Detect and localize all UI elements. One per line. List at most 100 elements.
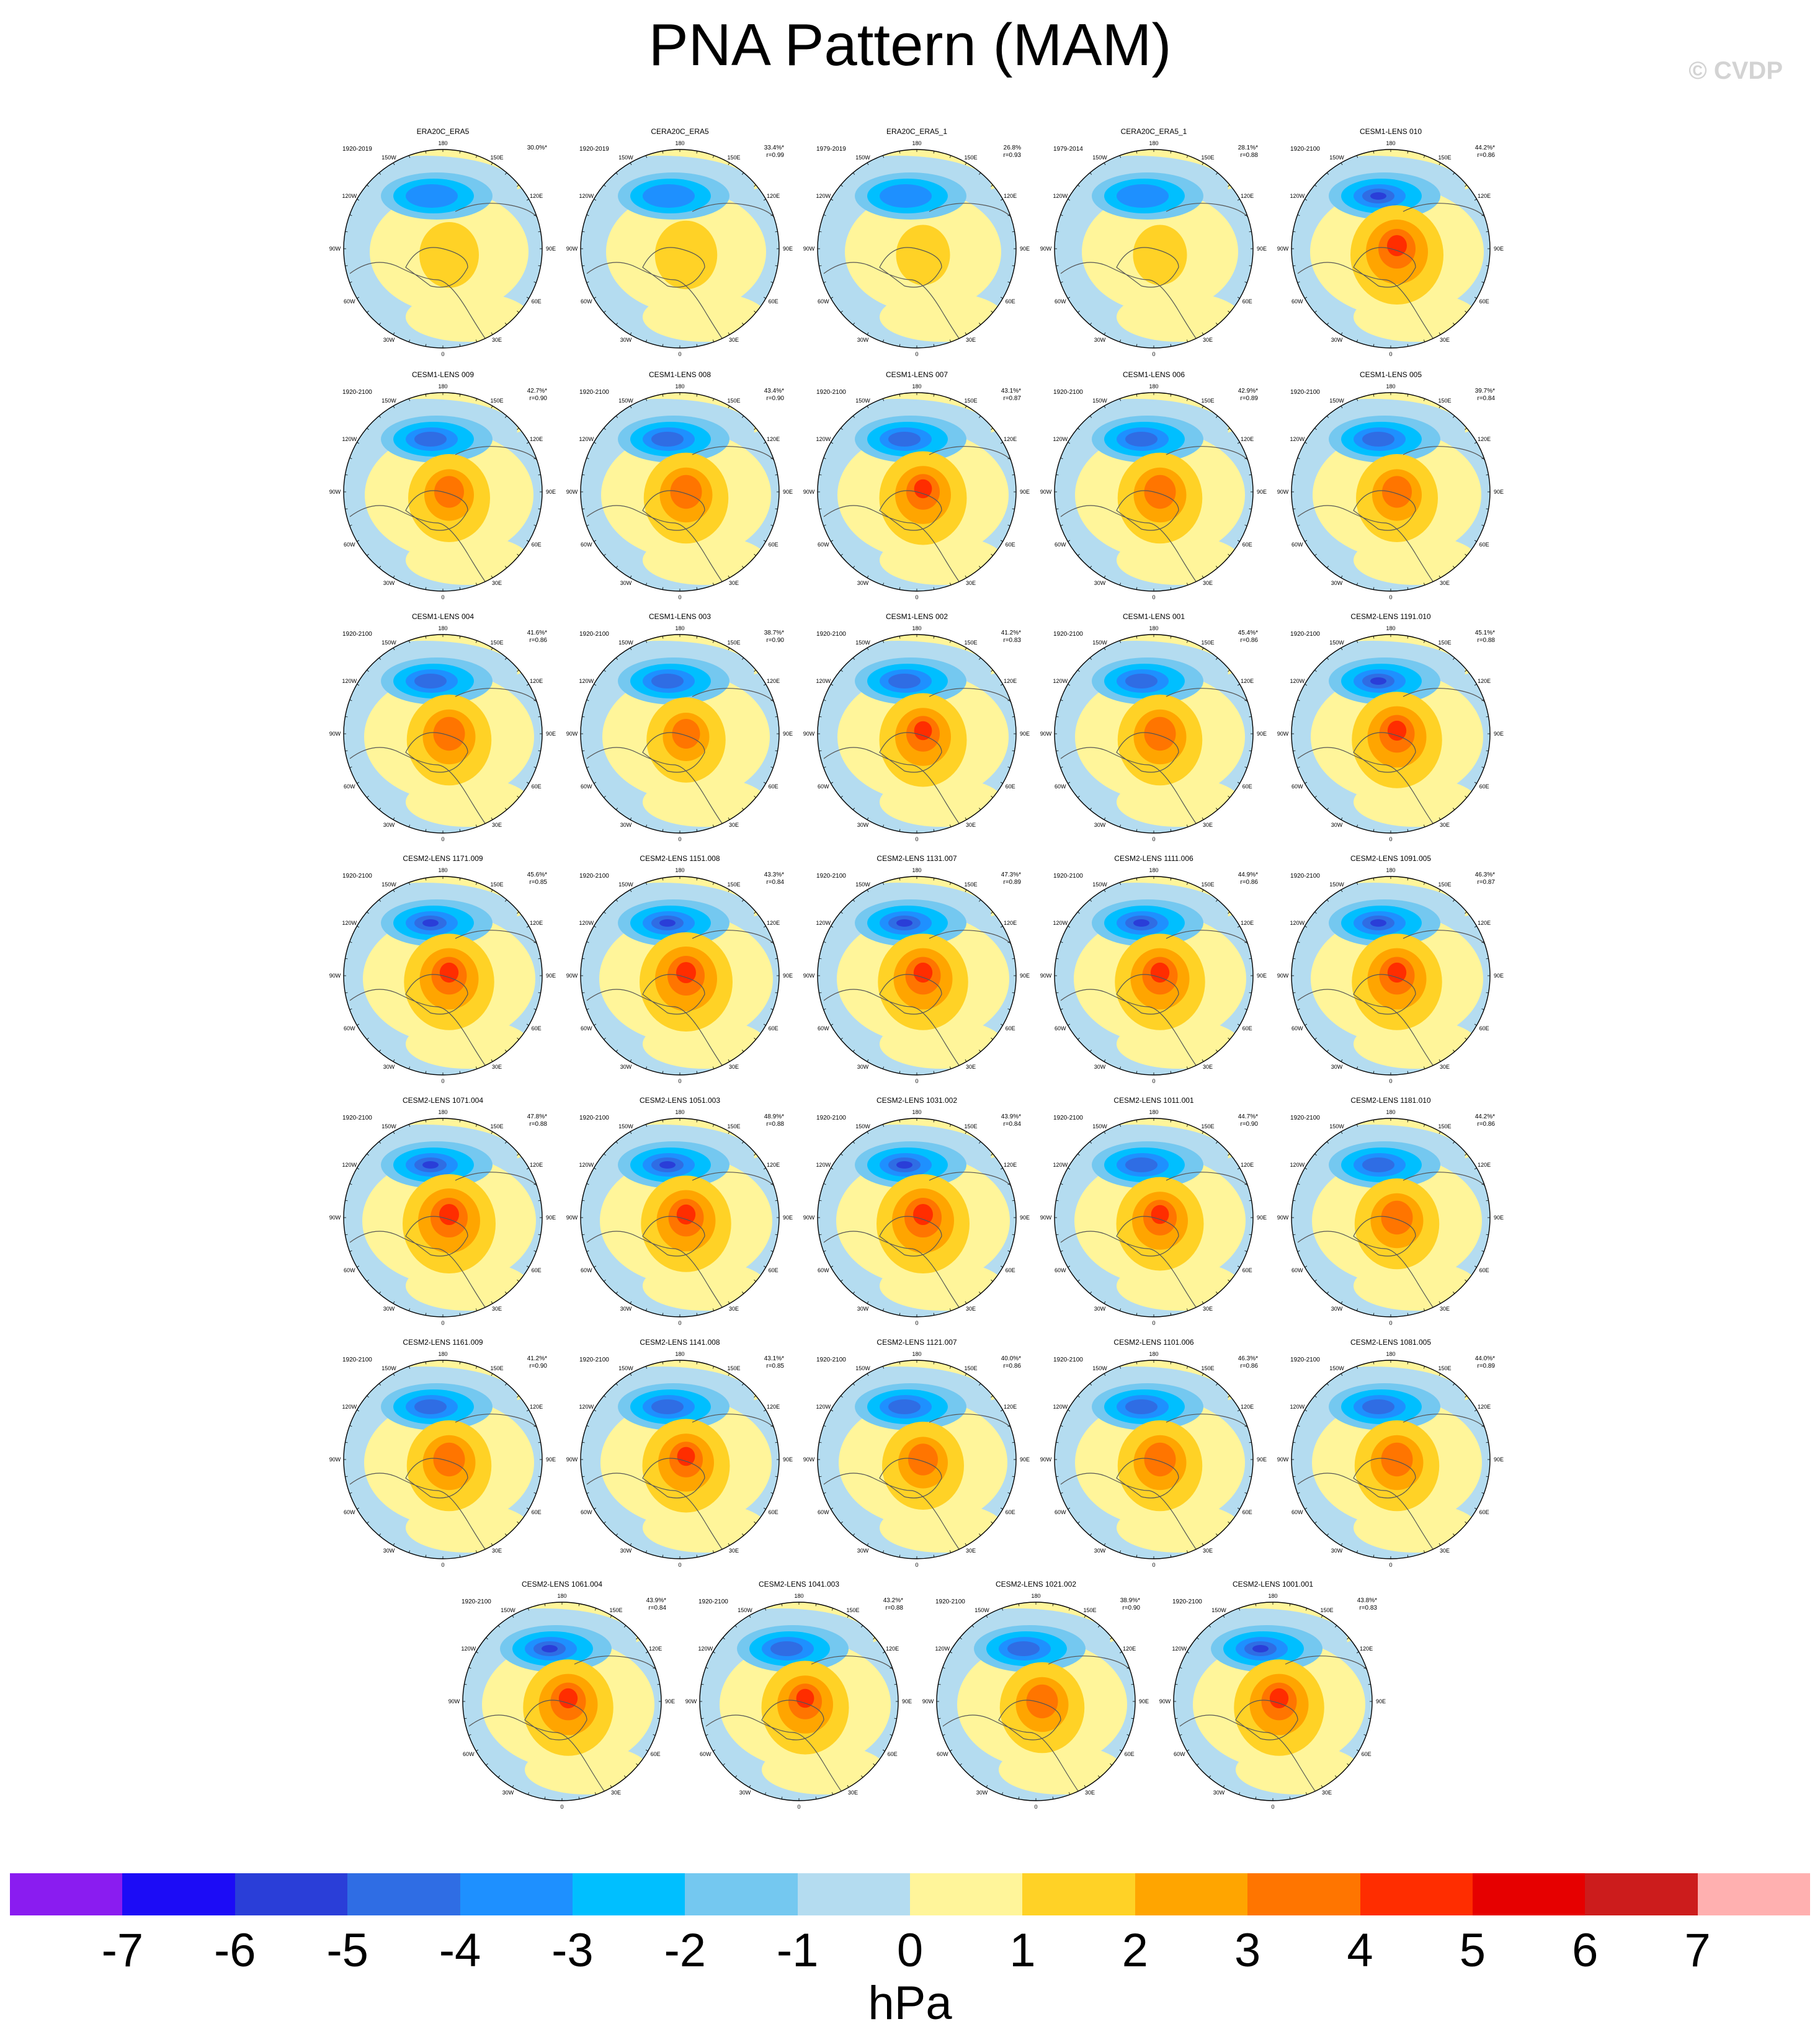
longitude-label: 180: [675, 140, 685, 146]
panel-years: 1979-2019: [816, 146, 846, 153]
longitude-label: 60E: [531, 783, 542, 790]
longitude-label: 90E: [782, 246, 793, 252]
longitude-label: 90W: [685, 1698, 697, 1705]
longitude-label: 60E: [768, 783, 778, 790]
longitude-label: 30W: [620, 1306, 632, 1313]
polar-map: [343, 876, 543, 1076]
longitude-label: 120E: [767, 920, 780, 926]
panel-title: CESM2-LENS 1081.005: [1350, 1338, 1432, 1347]
longitude-label: 120E: [1478, 920, 1491, 926]
longitude-label: 0: [1271, 1804, 1275, 1810]
panel-correlation: r=0.83: [1003, 637, 1021, 644]
panel-correlation: r=0.99: [766, 152, 784, 159]
panel-variance: 47.3%* r=0.89: [1001, 871, 1021, 886]
longitude-label: 150E: [727, 397, 741, 404]
longitude-label: 60W: [1291, 542, 1303, 548]
longitude-label: 0: [441, 1078, 445, 1084]
longitude-label: 180: [675, 1351, 685, 1357]
panel-correlation: r=0.89: [1477, 1363, 1495, 1370]
longitude-label: 150W: [1092, 1365, 1107, 1371]
colorbar-units: hPa: [868, 1977, 952, 2030]
panel-variance: 43.3%* r=0.84: [764, 871, 784, 886]
longitude-label: 120W: [1172, 1646, 1187, 1652]
polar-map: [817, 1118, 1017, 1317]
longitude-label: 30W: [1094, 337, 1106, 344]
longitude-label: 90W: [803, 246, 815, 252]
longitude-label: 30E: [728, 822, 739, 829]
longitude-label: 90E: [545, 489, 556, 495]
longitude-label: 90W: [566, 246, 578, 252]
longitude-label: 120W: [579, 1162, 594, 1168]
longitude-label: 150E: [1438, 1365, 1452, 1371]
panel-title: CESM2-LENS 1171.009: [403, 854, 483, 863]
longitude-label: 120E: [1241, 436, 1254, 442]
longitude-label: 60E: [1242, 1509, 1252, 1515]
longitude-label: 150W: [738, 1607, 752, 1613]
longitude-label: 150E: [1201, 881, 1215, 888]
map-panel: CERA20C_ERA5 1920-2019 33.4%* r=0.99 180 150E…: [566, 127, 794, 357]
colorbar-tick-label: 0: [896, 1924, 924, 1977]
longitude-label: 60E: [1479, 1509, 1489, 1515]
panel-years: 1920-2100: [1053, 631, 1083, 638]
panel-variance: 28.1%* r=0.88: [1238, 145, 1258, 159]
panel-percent: 44.2%*: [1474, 1113, 1495, 1120]
panel-correlation: r=0.89: [1003, 879, 1021, 886]
longitude-label: 120E: [649, 1646, 662, 1652]
longitude-label: 90E: [1256, 973, 1267, 979]
longitude-label: 90W: [1040, 1215, 1052, 1221]
colorbar-tick-label: 1: [1009, 1924, 1036, 1977]
panel-years: 1920-2100: [816, 631, 846, 638]
panel-percent: 43.8%*: [1357, 1597, 1377, 1604]
longitude-label: 90W: [1277, 1456, 1289, 1463]
longitude-label: 90W: [1277, 731, 1289, 737]
longitude-label: 120E: [1478, 436, 1491, 442]
panel-variance: 46.3%* r=0.87: [1475, 871, 1495, 886]
longitude-label: 0: [915, 836, 919, 842]
longitude-label: 150W: [975, 1607, 989, 1613]
longitude-label: 60W: [1291, 783, 1303, 790]
longitude-label: 120E: [1241, 920, 1254, 926]
panel-title: CERA20C_ERA5_1: [1120, 127, 1187, 136]
panel-percent: 44.2%*: [1474, 145, 1495, 151]
longitude-label: 60W: [344, 542, 355, 548]
longitude-label: 90E: [664, 1698, 676, 1705]
longitude-label: 90W: [803, 731, 815, 737]
panel-percent: 44.9%*: [1238, 871, 1258, 878]
longitude-label: 180: [438, 140, 448, 146]
longitude-label: 90E: [1019, 731, 1030, 737]
polar-map: [462, 1602, 662, 1801]
longitude-label: 90E: [782, 1456, 793, 1463]
longitude-label: 120W: [816, 920, 831, 926]
colorbar-cell: [1022, 1873, 1135, 1915]
longitude-label: 60W: [1055, 783, 1066, 790]
longitude-label: 150E: [964, 397, 978, 404]
panel-correlation: r=0.86: [1003, 1363, 1021, 1370]
panel-title: CESM2-LENS 1101.006: [1113, 1338, 1194, 1347]
panel-title: CESM1-LENS 002: [885, 612, 948, 621]
panel-percent: 48.9%*: [764, 1113, 784, 1120]
longitude-label: 180: [912, 383, 922, 390]
longitude-label: 150E: [1320, 1607, 1334, 1613]
longitude-label: 0: [1389, 1320, 1393, 1326]
longitude-label: 150E: [727, 881, 741, 888]
longitude-label: 150E: [727, 154, 741, 161]
longitude-label: 60W: [700, 1751, 711, 1757]
map-panel: CESM2-LENS 1091.005 1920-2100 46.3%* r=0.87…: [1277, 854, 1505, 1084]
longitude-label: 30W: [857, 1306, 869, 1313]
longitude-label: 30W: [739, 1790, 751, 1796]
panel-variance: 46.3%* r=0.86: [1238, 1355, 1258, 1370]
colorbar-cell: [910, 1873, 1023, 1915]
map-panel: CESM2-LENS 1071.004 1920-2100 47.8%* r=0.88…: [329, 1096, 557, 1326]
longitude-label: 30W: [383, 1064, 395, 1071]
panel-correlation: r=0.86: [1477, 152, 1495, 159]
longitude-label: 150E: [1438, 1123, 1452, 1130]
longitude-label: 30E: [491, 337, 502, 344]
colorbar-tick-label: -6: [213, 1924, 256, 1977]
longitude-label: 30E: [728, 337, 739, 344]
longitude-label: 30W: [1331, 1548, 1343, 1554]
longitude-label: 90W: [803, 973, 815, 979]
panel-percent: 45.1%*: [1474, 630, 1495, 636]
map-panel: CESM2-LENS 1171.009 1920-2100 45.6%* r=0.85…: [329, 854, 557, 1084]
panel-title: CESM2-LENS 1111.006: [1114, 854, 1193, 863]
polar-map: [343, 634, 543, 834]
